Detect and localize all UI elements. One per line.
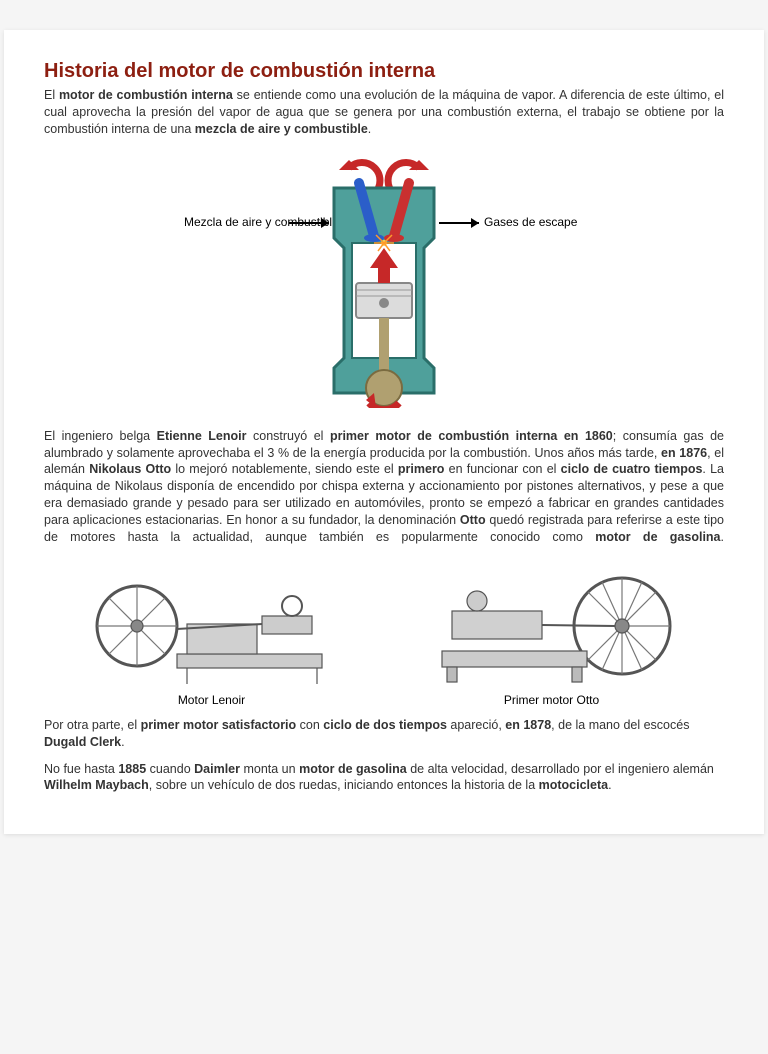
clerk-paragraph: Por otra parte, el primer motor satisfac…	[44, 717, 724, 751]
document-page: Historia del motor de combustión interna…	[4, 30, 764, 834]
otto-engine-figure: Primer motor Otto	[427, 556, 677, 707]
bold-term: en 1876	[661, 446, 707, 460]
bold-term: primero	[398, 462, 445, 476]
bold-term: primer motor satisfactorio	[141, 718, 297, 732]
text: cuando	[146, 762, 194, 776]
lenoir-engine-icon	[92, 556, 332, 686]
exhaust-label: Gases de escape	[484, 215, 578, 229]
text: , sobre un vehículo de dos ruedas, inici…	[149, 778, 539, 792]
bold-term: Wilhelm Maybach	[44, 778, 149, 792]
page-title: Historia del motor de combustión interna	[44, 60, 724, 83]
engine-cross-section-diagram: Mezcla de aire y combustible Gases de es…	[44, 148, 724, 408]
bold-term: ciclo de dos tiempos	[323, 718, 447, 732]
bold-term: Dugald Clerk	[44, 735, 121, 749]
text: El	[44, 88, 59, 102]
bold-term: motor de combustión interna	[59, 88, 233, 102]
history-paragraph: El ingeniero belga Etienne Lenoir constr…	[44, 428, 724, 546]
text: , de la mano del escocés	[551, 718, 689, 732]
text: .	[121, 735, 124, 749]
text: No fue hasta	[44, 762, 118, 776]
text: .	[608, 778, 611, 792]
historic-engines-row: Motor Lenoir Primer motor Otto	[44, 556, 724, 707]
intro-paragraph: El motor de combustión interna se entien…	[44, 87, 724, 138]
text: de alta velocidad, desarrollado por el i…	[407, 762, 714, 776]
bold-term: primer motor de combustión interna en 18…	[330, 429, 613, 443]
bold-term: en 1878	[505, 718, 551, 732]
bold-term: motocicleta	[539, 778, 608, 792]
bold-term: motor de gasolina	[595, 530, 720, 544]
otto-caption: Primer motor Otto	[427, 693, 677, 707]
lenoir-engine-figure: Motor Lenoir	[92, 556, 332, 707]
bold-term: ciclo de cuatro tiempos	[561, 462, 703, 476]
bold-term: Daimler	[194, 762, 240, 776]
otto-engine-icon	[427, 556, 677, 686]
text: monta un	[240, 762, 299, 776]
text: lo mejoró notablemente, siendo este el	[171, 462, 398, 476]
text: .	[721, 530, 724, 544]
bold-term: Otto	[460, 513, 486, 527]
text: construyó el	[247, 429, 330, 443]
text: con	[296, 718, 323, 732]
bold-term: motor de gasolina	[299, 762, 407, 776]
bold-term: Etienne Lenoir	[157, 429, 247, 443]
text: Por otra parte, el	[44, 718, 141, 732]
daimler-paragraph: No fue hasta 1885 cuando Daimler monta u…	[44, 761, 724, 795]
text: .	[368, 122, 371, 136]
text: en funcionar con el	[444, 462, 560, 476]
text: apareció,	[447, 718, 505, 732]
bold-term: mezcla de aire y combustible	[195, 122, 368, 136]
text: El ingeniero belga	[44, 429, 157, 443]
bold-term: Nikolaus Otto	[89, 462, 171, 476]
bold-term: 1885	[118, 762, 146, 776]
lenoir-caption: Motor Lenoir	[92, 693, 332, 707]
